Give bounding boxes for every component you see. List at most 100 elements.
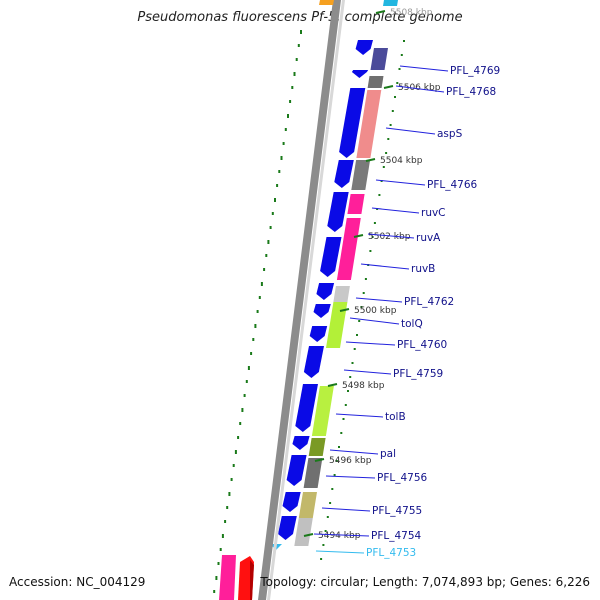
forward-gene-6 xyxy=(316,283,335,300)
category-top-orange xyxy=(319,0,334,5)
gene-category-track xyxy=(294,0,398,546)
gc-dot xyxy=(287,114,289,118)
label-connector xyxy=(335,413,384,418)
category-block-0 xyxy=(370,48,388,70)
gc-dot xyxy=(247,366,250,370)
gc-dot xyxy=(232,464,235,467)
forward-gene-14 xyxy=(278,516,297,540)
gc-dot-inner xyxy=(353,348,356,350)
gc-dot xyxy=(230,478,233,481)
outer-gc-dots xyxy=(213,30,405,593)
gc-dot xyxy=(276,184,279,187)
label-connector xyxy=(313,533,370,537)
gc-dot xyxy=(215,576,218,580)
gc-dot-inner xyxy=(351,362,354,364)
category-block-8 xyxy=(311,386,334,436)
forward-gene-13 xyxy=(282,492,301,512)
gc-dot xyxy=(265,254,268,257)
category-block-4 xyxy=(347,194,365,214)
gc-dot-inner xyxy=(340,432,343,434)
gc-dot xyxy=(280,156,283,160)
gene-label-asps[interactable]: aspS xyxy=(437,128,463,140)
gene-label-pfl-4768[interactable]: PFL_4768 xyxy=(446,86,496,98)
kbp-tick-mark xyxy=(327,383,338,387)
label-connector xyxy=(367,233,415,239)
label-connector xyxy=(325,475,376,479)
label-connector xyxy=(395,85,445,93)
label-connector xyxy=(371,207,420,214)
bottom-gene-pink xyxy=(219,555,236,600)
gene-label-pal[interactable]: pal xyxy=(380,448,396,460)
gc-dot-inner xyxy=(373,222,376,224)
forward-gene-4 xyxy=(327,192,349,232)
gc-dot xyxy=(250,352,253,355)
gc-dot-inner xyxy=(382,166,385,168)
gene-label-pfl-4755[interactable]: PFL_4755 xyxy=(372,505,422,517)
gc-dot-inner xyxy=(387,138,390,140)
gene-label-pfl-4756[interactable]: PFL_4756 xyxy=(377,472,428,484)
bottom-gene-blocks xyxy=(219,555,254,600)
gc-dot xyxy=(258,296,261,299)
axis-edge xyxy=(267,0,345,600)
gc-dot-inner xyxy=(378,194,381,196)
kbp-tick-label: 5502 kbp xyxy=(368,232,411,242)
category-block-10 xyxy=(303,458,323,488)
gc-dot-inner xyxy=(356,334,358,336)
gc-dot xyxy=(245,380,248,383)
gene-label-ruvc[interactable]: ruvC xyxy=(421,207,446,219)
forward-gene-8 xyxy=(309,326,328,342)
label-connector xyxy=(349,317,400,325)
gc-dot-inner xyxy=(362,292,365,294)
gc-dot xyxy=(234,450,237,454)
gc-dot xyxy=(256,310,259,313)
gc-dot-inner xyxy=(333,474,336,476)
gc-dot-inner xyxy=(385,152,388,154)
forward-gene-12 xyxy=(286,455,307,486)
gc-dot-inner xyxy=(358,320,361,322)
gene-label-tolq[interactable]: tolQ xyxy=(401,318,423,330)
kbp-tick-label: 5496 kbp xyxy=(329,456,372,466)
forward-gene-11 xyxy=(292,436,310,450)
label-connector xyxy=(329,449,379,455)
gc-dot xyxy=(252,338,255,341)
gene-label-ruva[interactable]: ruvA xyxy=(416,232,441,244)
category-top-cyan xyxy=(383,0,398,6)
gene-label-pfl-4769[interactable]: PFL_4769 xyxy=(450,65,500,77)
gene-label-pfl-4762[interactable]: PFL_4762 xyxy=(404,296,454,308)
gc-dot-inner xyxy=(369,250,372,252)
gene-label-pfl-4754[interactable]: PFL_4754 xyxy=(371,530,422,542)
category-block-1 xyxy=(367,76,384,88)
gc-dot xyxy=(254,324,257,328)
kbp-tick-mark xyxy=(375,10,386,14)
category-block-11 xyxy=(298,492,317,518)
category-block-12 xyxy=(294,518,313,546)
gene-label-ruvb[interactable]: ruvB xyxy=(411,263,435,275)
gene-label-pfl-4759[interactable]: PFL_4759 xyxy=(393,368,443,380)
gc-dot xyxy=(293,72,296,76)
gc-dot-inner xyxy=(335,460,338,462)
kbp-ticks: 5508 kbp 5506 kbp 5504 kbp 5502 kbp 5500 kbp… xyxy=(303,8,441,541)
category-block-7 xyxy=(326,302,348,348)
category-block-2 xyxy=(356,90,382,158)
gc-dot xyxy=(217,562,220,565)
gene-label-pfl-4753[interactable]: PFL_4753 xyxy=(366,547,416,559)
forward-gene-10 xyxy=(295,384,318,432)
forward-gene-5 xyxy=(320,237,342,277)
gc-dot-inner xyxy=(360,306,363,308)
gc-dot-inner xyxy=(331,488,334,490)
gc-dot-inner xyxy=(342,418,345,420)
bottom-gene-red-shade xyxy=(250,560,254,600)
gc-dot xyxy=(226,506,229,509)
kbp-tick-mark xyxy=(365,158,376,162)
map-title: Pseudomonas fluorescens Pf-5, complete g… xyxy=(137,10,463,25)
kbp-tick-label: 5504 kbp xyxy=(380,156,423,166)
forward-gene-1 xyxy=(351,70,369,78)
gc-dot xyxy=(219,548,222,551)
gc-dot xyxy=(278,170,281,173)
gene-label-pfl-4760[interactable]: PFL_4760 xyxy=(397,339,447,351)
gene-label-tolb[interactable]: tolB xyxy=(385,411,406,423)
gene-label-pfl-4766[interactable]: PFL_4766 xyxy=(427,179,478,191)
gene-labels[interactable]: PFL_4769 PFL_4768 aspS PFL_4766 ruvC ruvA ruvB… xyxy=(313,65,500,559)
gc-dot-inner xyxy=(391,110,394,112)
